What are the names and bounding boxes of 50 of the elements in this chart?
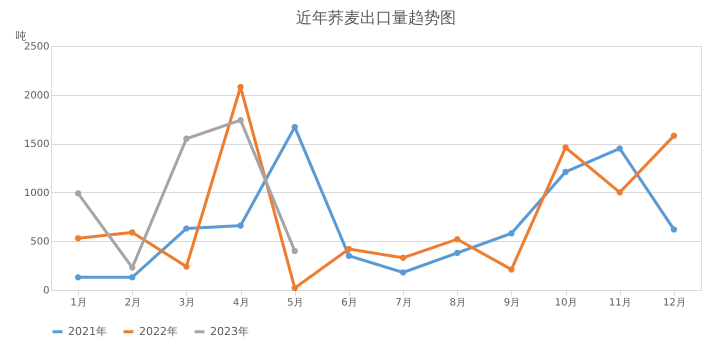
x-tick-label: 8月 — [450, 298, 466, 308]
x-tick-label: 1月 — [70, 298, 87, 308]
point — [400, 254, 406, 261]
point — [346, 252, 352, 259]
y-tick-label: 1000 — [24, 188, 50, 199]
legend-label: 2021年 — [68, 324, 107, 338]
x-tick-label: 12月 — [663, 298, 686, 308]
point — [183, 225, 190, 232]
point — [508, 266, 515, 273]
point — [400, 269, 406, 276]
x-tick-label: 5月 — [287, 298, 304, 308]
x-tick-label: 4月 — [232, 298, 250, 308]
y-tick-label: 2000 — [24, 90, 50, 102]
point — [237, 222, 244, 229]
x-tick-label: 7月 — [395, 298, 412, 308]
point — [562, 168, 569, 176]
point — [129, 229, 136, 236]
y-tick-label: 2500 — [24, 42, 50, 52]
y-tick-label: 500 — [30, 236, 50, 248]
point — [237, 117, 244, 124]
point — [670, 132, 678, 139]
x-tick-label: 2月 — [124, 298, 141, 308]
point — [183, 263, 190, 270]
chart-title: 近年荞麦出口量趋势图 — [296, 8, 456, 27]
point — [346, 246, 352, 252]
x-tick-label: 11月 — [608, 298, 632, 308]
legend-label: 2022年 — [139, 324, 178, 338]
point — [670, 226, 678, 233]
point — [616, 189, 623, 196]
legend-label: 2023年 — [210, 324, 249, 338]
point — [74, 274, 82, 280]
y-tick-label: 0 — [43, 286, 50, 296]
point — [129, 274, 136, 280]
x-tick-label: 6月 — [341, 298, 358, 308]
point — [508, 230, 515, 237]
point — [454, 236, 460, 242]
point — [562, 144, 569, 151]
x-tick-label: 3月 — [178, 298, 196, 308]
point — [183, 136, 190, 142]
y-tick-label: 1500 — [24, 139, 50, 150]
y-axis-title: 吨 — [16, 30, 26, 42]
point — [292, 248, 298, 254]
point — [292, 284, 298, 292]
point — [454, 250, 460, 256]
point — [237, 84, 244, 90]
point — [74, 190, 82, 197]
x-tick-label: 10月 — [554, 298, 578, 308]
point — [74, 235, 82, 242]
point — [616, 145, 623, 152]
x-tick-label: 9月 — [504, 298, 520, 308]
